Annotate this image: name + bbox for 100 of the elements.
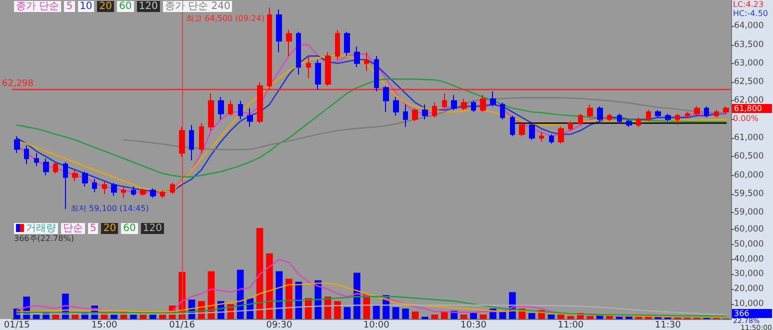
candlestick bbox=[646, 110, 651, 122]
candlestick bbox=[111, 182, 117, 196]
candlestick bbox=[102, 180, 107, 195]
x-tick-label: 01/15 bbox=[4, 320, 30, 330]
y-tick-label: 62,500 bbox=[734, 77, 764, 88]
bar bbox=[440, 312, 448, 319]
x-tick-label: 01/16 bbox=[169, 320, 196, 330]
candlestick bbox=[131, 186, 136, 196]
text: 366 bbox=[732, 309, 772, 318]
bar bbox=[52, 314, 60, 319]
y-tick-label: 60,500 bbox=[734, 152, 764, 162]
x-tick-label: 11:00 bbox=[558, 320, 584, 330]
annotation: 최고 64,500 (09:24) bbox=[186, 14, 264, 24]
y-tick-label: 59,000 bbox=[734, 208, 764, 218]
candlestick bbox=[587, 104, 593, 118]
candlestick bbox=[24, 145, 29, 165]
legend-title: 종가 단순 bbox=[14, 1, 62, 12]
text: 61,800 bbox=[732, 104, 772, 114]
candlestick bbox=[675, 113, 680, 126]
x-tick-label: 11:30 bbox=[654, 320, 682, 330]
y-tick-label: 59,500 bbox=[734, 189, 764, 200]
candlestick bbox=[617, 113, 622, 124]
candlestick bbox=[461, 98, 467, 111]
candlestick bbox=[723, 106, 729, 114]
candlestick bbox=[490, 90, 496, 107]
candlestick bbox=[714, 110, 719, 118]
candlestick bbox=[636, 117, 641, 128]
candlestick bbox=[276, 8, 282, 53]
bar bbox=[256, 228, 264, 319]
y-tick-label: 60,000 bbox=[734, 224, 764, 234]
candlestick bbox=[393, 96, 399, 116]
text: 60 bbox=[121, 223, 138, 234]
bar bbox=[558, 314, 564, 319]
candlestick bbox=[72, 169, 78, 182]
candlestick bbox=[383, 85, 389, 112]
x-tick-label: 10:30 bbox=[460, 320, 487, 330]
annotation: 120 bbox=[136, 1, 160, 12]
bar bbox=[567, 316, 574, 319]
y-tick-label: 61,000 bbox=[734, 133, 764, 144]
candlestick bbox=[442, 92, 447, 109]
candlestick bbox=[432, 102, 437, 118]
candlestick bbox=[160, 190, 165, 198]
bar bbox=[431, 314, 438, 319]
candlestick bbox=[607, 113, 612, 122]
y-tick-label: 50,000 bbox=[734, 239, 764, 250]
bar bbox=[528, 313, 536, 319]
candlestick bbox=[228, 100, 233, 116]
bar bbox=[460, 314, 468, 319]
candlestick bbox=[296, 31, 301, 76]
candlestick bbox=[257, 82, 263, 124]
candlestick bbox=[354, 46, 360, 68]
candlestick bbox=[63, 162, 68, 210]
bar bbox=[72, 314, 79, 319]
y-tick-label: 10,000 bbox=[734, 299, 764, 310]
ref-line-label: 62,298 bbox=[2, 79, 34, 90]
line-series bbox=[123, 97, 727, 150]
candlestick bbox=[238, 100, 243, 120]
candlestick bbox=[189, 124, 194, 161]
candlestick bbox=[315, 59, 321, 90]
candlestick bbox=[325, 52, 331, 86]
bar bbox=[402, 308, 409, 319]
text: 60 bbox=[117, 1, 134, 12]
candlestick bbox=[578, 113, 583, 126]
bar bbox=[149, 314, 156, 319]
candlestick bbox=[14, 136, 20, 154]
y-tick-label: 30,000 bbox=[734, 269, 764, 280]
candlestick bbox=[247, 108, 253, 128]
candlestick bbox=[121, 186, 126, 198]
line-series bbox=[16, 282, 727, 318]
y-tick-label: 63,500 bbox=[734, 40, 764, 50]
bar bbox=[392, 307, 400, 319]
text: 종가 단순 240 bbox=[162, 1, 232, 12]
annotation: 366주(22.78%) bbox=[14, 234, 74, 244]
text: HC:-4.50 bbox=[733, 9, 769, 19]
candlestick bbox=[53, 162, 58, 174]
annotation: 최저 59,100 (14:45) bbox=[70, 204, 149, 214]
line-series bbox=[16, 304, 727, 316]
candlestick bbox=[451, 94, 457, 111]
line-series bbox=[16, 296, 727, 317]
candlestick bbox=[170, 182, 175, 195]
candlestick bbox=[694, 106, 700, 116]
y-tick-label: 40,000 bbox=[734, 254, 764, 264]
candlestick bbox=[403, 104, 408, 128]
candlestick bbox=[199, 122, 204, 154]
candlestick bbox=[82, 171, 88, 188]
candlestick bbox=[665, 113, 671, 122]
bar bbox=[32, 314, 40, 319]
y-tick-label: 62,000 bbox=[734, 96, 764, 106]
candlestick bbox=[480, 94, 486, 112]
y-tick-label: 64,000 bbox=[734, 21, 764, 32]
candlestick bbox=[34, 152, 39, 167]
bar bbox=[266, 253, 273, 319]
bar bbox=[130, 314, 137, 319]
candlestick bbox=[519, 122, 525, 137]
bar bbox=[334, 301, 341, 319]
text: 120 bbox=[140, 223, 164, 234]
text: 20 bbox=[101, 223, 118, 234]
candlestick bbox=[218, 96, 224, 120]
legend-title: 단순 bbox=[61, 223, 85, 234]
candlestick bbox=[549, 134, 554, 144]
